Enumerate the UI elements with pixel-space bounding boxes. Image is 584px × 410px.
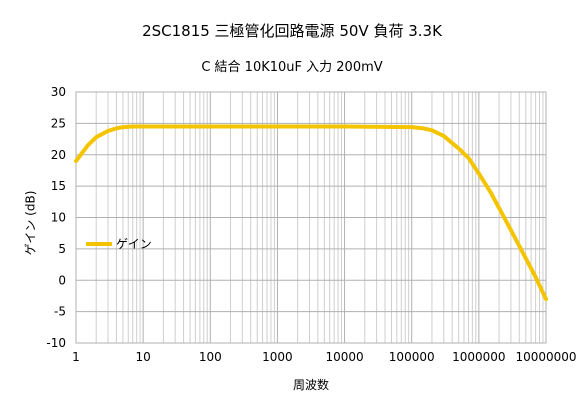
- x-tick-label: 10000: [325, 350, 363, 364]
- chart-title: 2SC1815 三極管化回路電源 50V 負荷 3.3K: [142, 22, 442, 40]
- plot-area-border: [75, 91, 547, 344]
- y-tick-label: 30: [51, 85, 66, 99]
- y-tick-label: 5: [58, 242, 66, 256]
- x-tick-label: 1000000: [452, 350, 505, 364]
- y-tick-label: 25: [51, 116, 66, 130]
- x-tick-label: 1: [72, 350, 80, 364]
- x-tick-label: 100000: [389, 350, 435, 364]
- y-tick-label: -5: [54, 305, 66, 319]
- legend-label: ゲイン: [116, 237, 152, 251]
- x-tick-label: 10: [136, 350, 151, 364]
- y-tick-label: 10: [51, 211, 66, 225]
- x-axis-label: 周波数: [292, 378, 329, 392]
- y-tick-label: 20: [51, 148, 66, 162]
- y-tick-label: 0: [58, 273, 66, 287]
- x-tick-label: 1000: [262, 350, 293, 364]
- chart-subtitle: C 結合 10K10uF 入力 200mV: [201, 60, 383, 75]
- y-tick-label: 15: [51, 179, 66, 193]
- y-tick-label: -10: [46, 336, 66, 350]
- series-line: [74, 124, 548, 302]
- x-tick-label: 100: [199, 350, 222, 364]
- x-tick-label: 10000000: [515, 350, 576, 364]
